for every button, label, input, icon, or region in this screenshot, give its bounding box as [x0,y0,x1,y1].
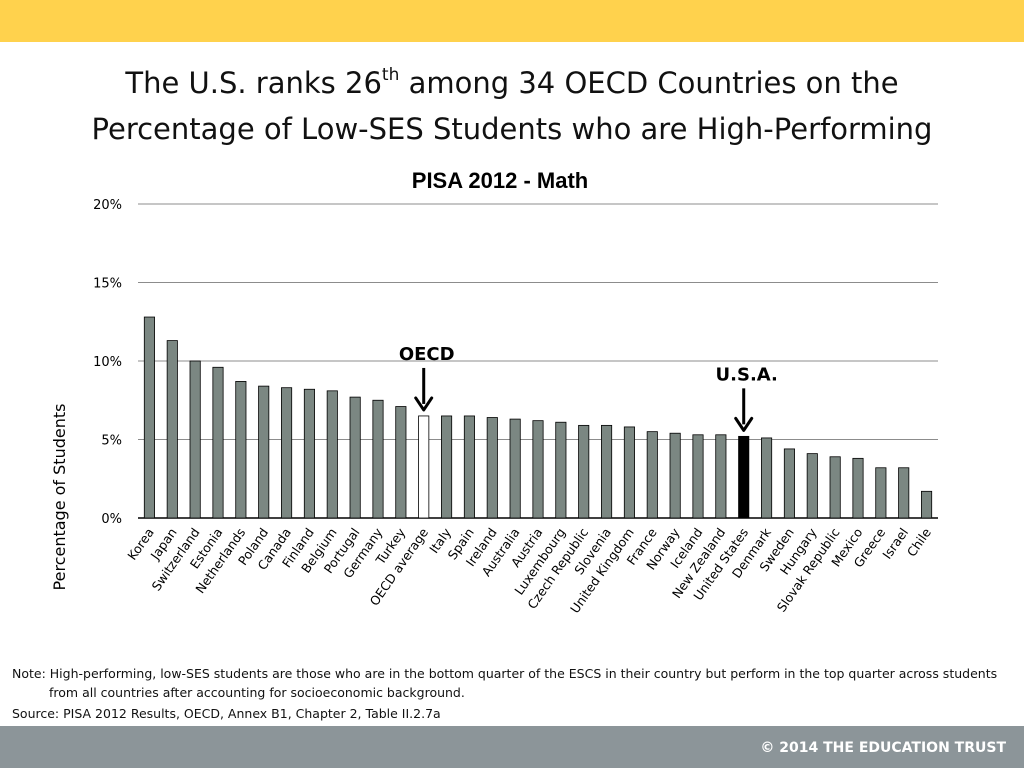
bar-italy [441,415,453,519]
bar-france [646,431,658,519]
bar-belgium [326,390,338,519]
annotation-label: U.S.A. [716,364,778,385]
y-tick-label: 5% [101,434,122,449]
bar-canada [281,387,293,519]
top-accent-band [0,0,1024,42]
x-tick-label: Israel [879,525,911,562]
title-superscript: th [381,65,400,85]
bar-portugal [349,396,361,519]
bar-israel [898,467,910,519]
source-citation: Source: PISA 2012 Results, OECD, Annex B… [12,706,441,721]
bar-norway [669,432,681,519]
x-tick-label: Chile [904,525,934,559]
bar-greece [875,467,887,519]
bar-hungary [806,453,818,519]
bar-slovenia [601,424,613,519]
title-line2: Percentage of Low-SES Students who are H… [91,112,933,146]
bar-new-zealand [715,434,727,519]
bar-denmark [761,437,773,519]
y-tick-label: 10% [93,355,122,370]
footer-band: © 2014 THE EDUCATION TRUST [0,726,1024,768]
copyright-text: © 2014 THE EDUCATION TRUST [760,740,1006,756]
bar-ireland [486,417,498,519]
bar-iceland [692,434,704,519]
bar-chile [921,490,933,519]
bar-oecd-average [418,415,430,519]
y-tick-label: 15% [93,277,122,292]
annotation-label: OECD [399,344,455,365]
bar-united-states [738,435,750,519]
bar-finland [303,388,315,519]
bar-sweden [783,448,795,519]
bar-netherlands [235,381,247,519]
bar-australia [509,418,521,519]
title-line1-post: among 34 OECD Countries on the [399,66,899,100]
bar-turkey [395,406,407,519]
footnote: Note: High-performing, low-SES students … [12,666,998,700]
y-tick-label: 0% [101,512,122,527]
bar-austria [532,420,544,519]
y-tick-label: 20% [93,198,122,213]
bar-united-kingdom [623,426,635,519]
y-axis-label: Percentage of Students [50,404,69,591]
bar-mexico [852,457,864,519]
bar-czech-republic [578,424,590,519]
title-line1-pre: The U.S. ranks 26 [125,66,382,100]
bar-germany [372,399,384,519]
bar-poland [258,385,270,519]
bar-luxembourg [555,421,567,519]
bar-korea [143,316,155,519]
annotation-arrow-head [414,396,434,412]
bar-spain [463,415,475,519]
bar-japan [166,340,178,519]
annotation-arrow-head [734,416,754,432]
bar-chart: PISA 2012 - Math Percentage of Students … [50,168,938,616]
chart-title: PISA 2012 - Math [412,168,588,193]
bar-estonia [212,366,224,519]
bar-switzerland [189,360,201,519]
slide-title: The U.S. ranks 26th among 34 OECD Countr… [0,60,1024,152]
bar-slovak-republic [829,456,841,519]
